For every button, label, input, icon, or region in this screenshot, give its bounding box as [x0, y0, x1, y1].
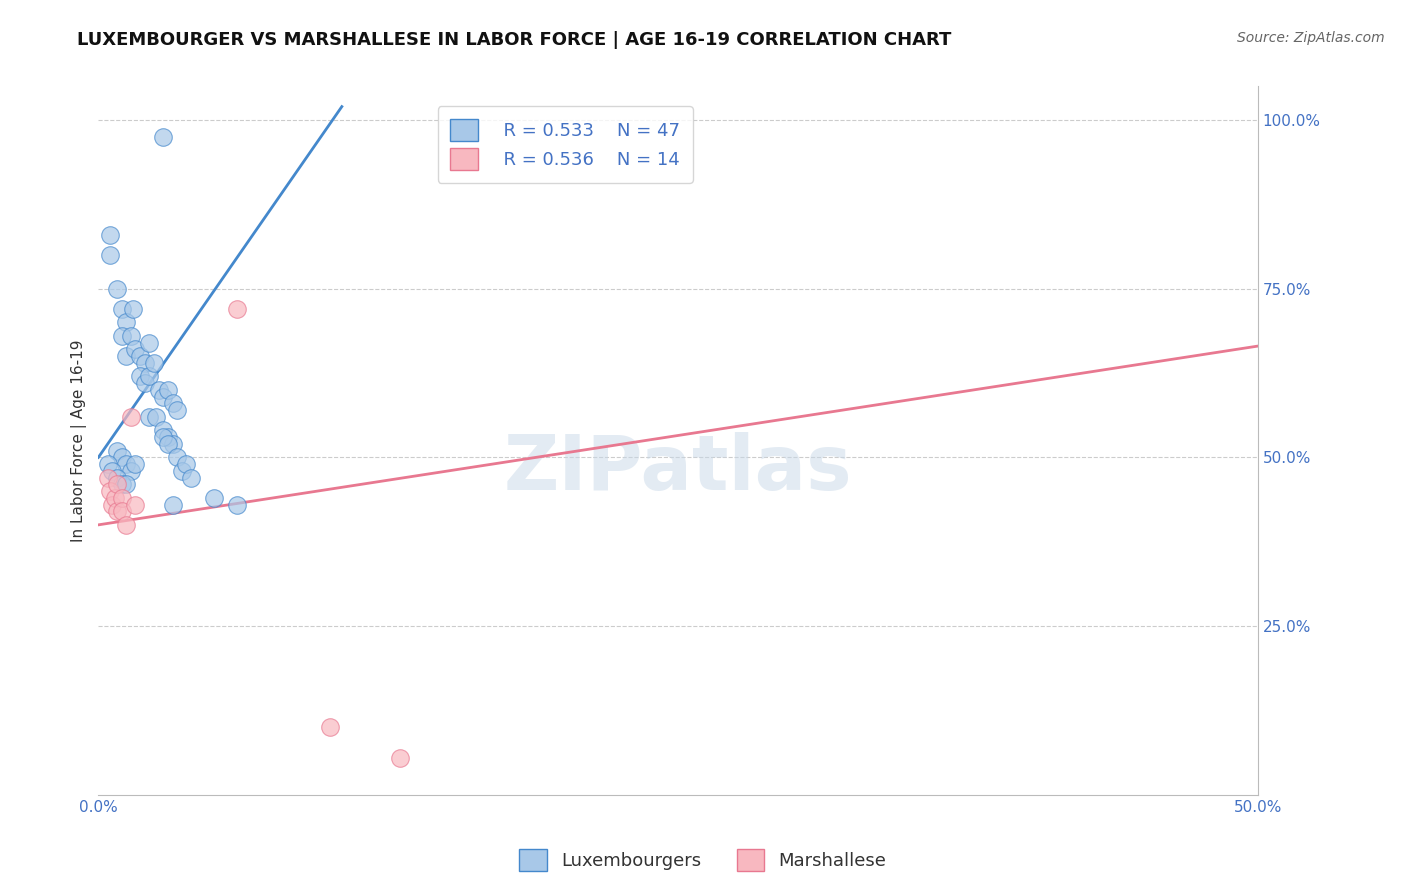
- Point: [124, 498, 146, 512]
- Text: ZIPatlas: ZIPatlas: [503, 432, 852, 506]
- Point: [180, 470, 202, 484]
- Point: [97, 457, 120, 471]
- Point: [110, 504, 132, 518]
- Point: [110, 450, 132, 465]
- Point: [176, 457, 198, 471]
- Point: [319, 720, 342, 734]
- Point: [105, 470, 128, 484]
- Point: [138, 369, 160, 384]
- Point: [166, 450, 188, 465]
- Point: [162, 396, 184, 410]
- Point: [105, 282, 128, 296]
- Point: [101, 498, 124, 512]
- Y-axis label: In Labor Force | Age 16-19: In Labor Force | Age 16-19: [72, 339, 87, 541]
- Point: [110, 301, 132, 316]
- Point: [166, 403, 188, 417]
- Point: [134, 356, 156, 370]
- Text: LUXEMBOURGER VS MARSHALLESE IN LABOR FORCE | AGE 16-19 CORRELATION CHART: LUXEMBOURGER VS MARSHALLESE IN LABOR FOR…: [77, 31, 952, 49]
- Point: [98, 248, 121, 262]
- Point: [105, 504, 128, 518]
- Point: [152, 130, 174, 145]
- Point: [124, 343, 146, 357]
- Point: [110, 491, 132, 505]
- Point: [148, 383, 170, 397]
- Point: [226, 301, 249, 316]
- Point: [115, 349, 138, 363]
- Point: [129, 349, 152, 363]
- Point: [145, 409, 167, 424]
- Point: [120, 329, 142, 343]
- Point: [138, 335, 160, 350]
- Legend: Luxembourgers, Marshallese: Luxembourgers, Marshallese: [512, 842, 894, 879]
- Point: [120, 409, 142, 424]
- Point: [122, 301, 145, 316]
- Point: [152, 424, 174, 438]
- Point: [120, 464, 142, 478]
- Point: [98, 227, 121, 242]
- Point: [98, 484, 121, 499]
- Point: [202, 491, 225, 505]
- Point: [115, 457, 138, 471]
- Point: [105, 443, 128, 458]
- Point: [156, 383, 179, 397]
- Point: [138, 409, 160, 424]
- Point: [152, 430, 174, 444]
- Point: [115, 517, 138, 532]
- Point: [134, 376, 156, 391]
- Point: [97, 470, 120, 484]
- Point: [162, 437, 184, 451]
- Point: [129, 369, 152, 384]
- Point: [143, 356, 166, 370]
- Point: [101, 464, 124, 478]
- Point: [156, 437, 179, 451]
- Point: [162, 498, 184, 512]
- Point: [170, 464, 193, 478]
- Point: [115, 316, 138, 330]
- Legend:   R = 0.533    N = 47,   R = 0.536    N = 14: R = 0.533 N = 47, R = 0.536 N = 14: [437, 106, 693, 183]
- Point: [115, 477, 138, 491]
- Point: [110, 477, 132, 491]
- Point: [152, 390, 174, 404]
- Text: Source: ZipAtlas.com: Source: ZipAtlas.com: [1237, 31, 1385, 45]
- Point: [388, 750, 411, 764]
- Point: [226, 498, 249, 512]
- Point: [124, 457, 146, 471]
- Point: [103, 491, 125, 505]
- Point: [110, 329, 132, 343]
- Point: [156, 430, 179, 444]
- Point: [105, 477, 128, 491]
